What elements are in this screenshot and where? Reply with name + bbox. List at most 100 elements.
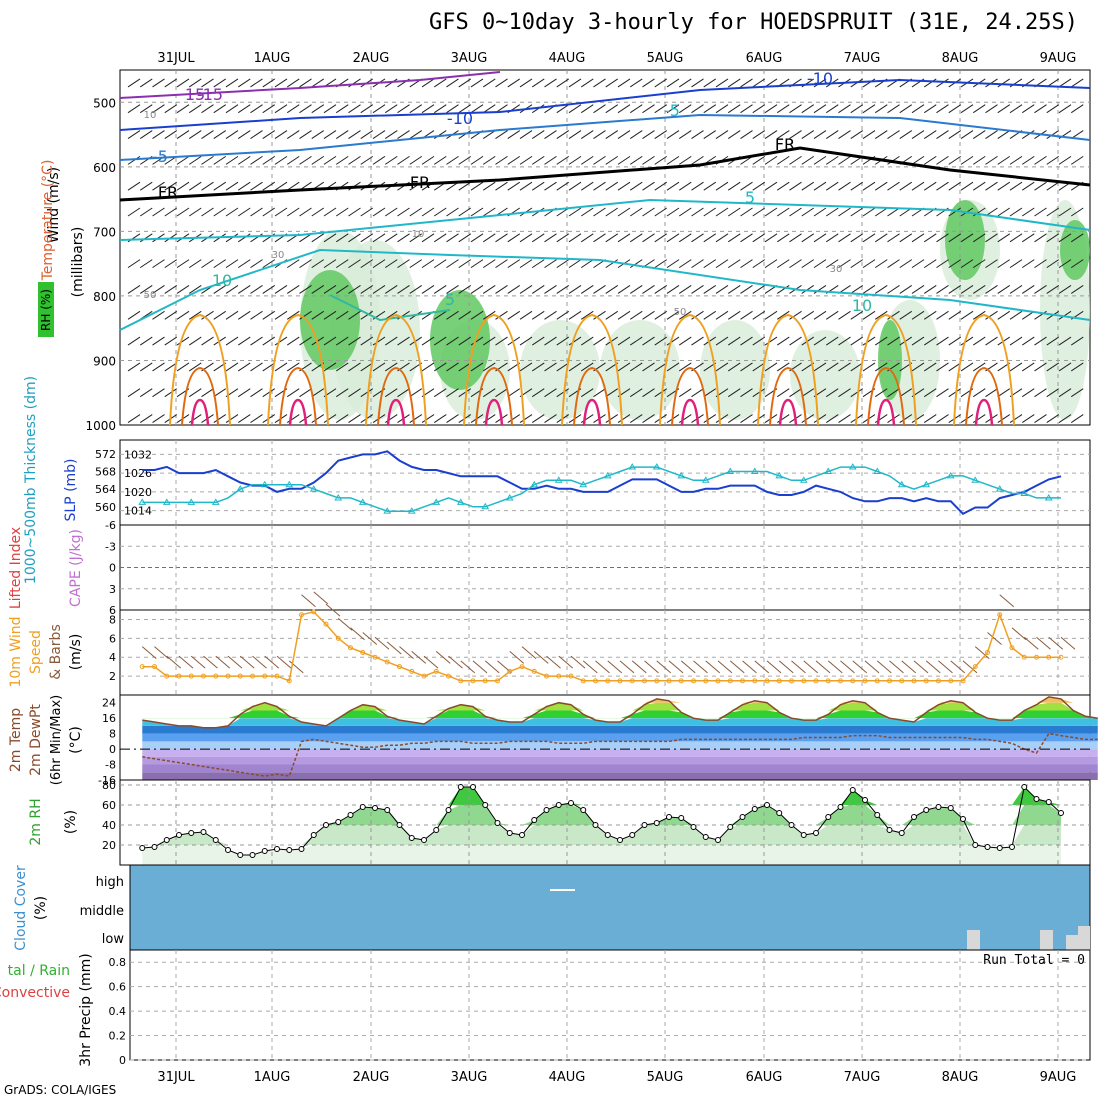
wind-speed-marker [972,664,978,670]
thickness-marker [579,480,588,488]
rh-marker [727,824,734,830]
wind-barb [250,104,263,114]
wind-barb [862,259,876,269]
wind-barb [458,155,472,165]
date-label-bottom: 7AUG [844,1070,881,1085]
wind-barb [507,181,521,191]
wind-barb [691,233,704,243]
wind-barb [397,259,410,269]
wind-barb [495,233,508,243]
wind-barb [742,660,757,674]
rh-marker [212,837,219,843]
wind-barb [568,362,582,372]
wind-barb [531,233,545,243]
wind-barb [264,655,280,669]
wind-barb [497,660,512,674]
wind-barb [666,207,680,217]
wind-axis-label: (m/s) [68,634,84,671]
thickness-tick: 572 [95,448,116,461]
wind-barb [911,104,925,114]
rh-marker [666,814,672,820]
wind-barb [997,155,1011,165]
wind-barb [654,362,668,372]
wind-barb [311,207,325,217]
wind-barb [262,207,276,217]
wind-barb [825,155,839,165]
wind-barb [923,285,937,294]
rh-marker [335,819,342,825]
rh-marker [788,822,795,828]
wind-barb [409,259,423,269]
wind-barb [948,233,962,243]
wind-barb [813,78,827,88]
wind-barb [384,130,398,139]
wind-barb [1021,155,1035,165]
wind-barb [176,336,190,346]
wind-barb [850,130,864,139]
wind-barb [936,233,949,243]
wind-barb [458,310,472,320]
wind-barb [544,155,557,165]
wind-barb [838,259,851,269]
wind-barb [311,310,325,320]
rh-marker [629,832,636,838]
wind-barb [801,388,815,398]
thickness-marker [775,471,784,479]
rh-marker [837,804,844,810]
wind-barb [337,617,353,631]
wind-barb [139,414,153,423]
wind-barb [668,660,684,674]
wind-barb [666,130,680,139]
wind-barb [825,388,839,398]
wind-barb [874,259,888,269]
wind-barb [789,336,802,346]
wind-barb [421,78,435,88]
rh-marker [200,829,207,835]
wind-barb [1070,414,1084,423]
cloud-low-mark [967,930,980,950]
wind-barb [262,104,276,114]
wind-barb [752,388,766,398]
wind-barb [997,181,1011,191]
wind-barb [348,285,361,294]
wind-barb [544,259,557,269]
wind-barb [323,155,337,165]
wind-barb [985,310,998,320]
wind-barb [715,362,729,372]
wind-barb [458,181,472,191]
wind-barb [1034,336,1047,346]
wind-barb [1009,207,1023,217]
wind-barb [507,388,521,398]
temperature-tick: 0 [109,743,116,756]
cloud-level-label: low [102,932,125,947]
wind-speed-marker [691,678,696,684]
slp-axis-label: SLP (mb) [63,458,79,521]
wind-speed-marker [593,678,598,684]
wind-barb [484,660,500,674]
wind-speed-marker [225,673,231,679]
chart-title: GFS 0~10day 3-hourly for HOEDSPRUIT (31E… [428,10,1078,35]
wind-barb [862,336,876,346]
wind-barb [1021,362,1035,372]
temperature-contour-warm [573,366,611,426]
wind-barb [691,78,704,88]
wind-barb [997,259,1011,269]
wind-barb [299,310,312,320]
wind-barb [1036,636,1051,650]
wind-speed-marker [813,678,819,684]
temperature-contour-label: 5 [445,290,455,309]
rh-marker [286,847,293,853]
wind-barb [556,388,570,398]
wind-barb [250,310,263,320]
wind-barb [201,207,214,217]
wind-barb [703,207,717,217]
wind-barb [188,259,202,269]
rh-marker [163,837,170,843]
wind-barb [533,651,549,664]
wind-barb [188,130,202,139]
wind-barb [972,233,986,243]
rh-marker [935,804,942,810]
wind-barb [435,651,451,664]
wind-speed-marker [789,678,794,684]
wind-barb [139,207,153,217]
